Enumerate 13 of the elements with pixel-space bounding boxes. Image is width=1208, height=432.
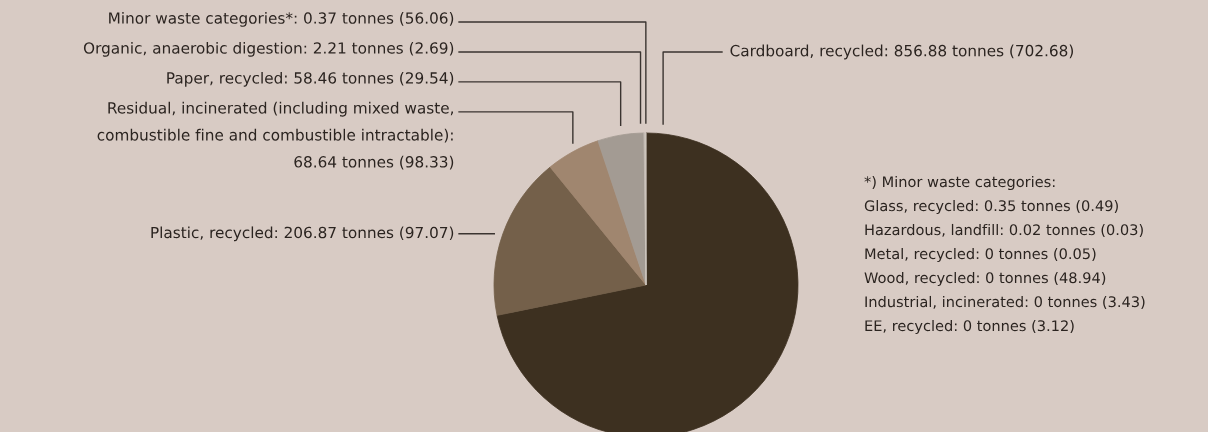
- slice-label: Organic, anaerobic digestion: 2.21 tonnes (2.69): [83, 41, 454, 57]
- slice-label: Cardboard, recycled: 856.88 tonnes (702.68): [730, 44, 1073, 60]
- text: Glass, recycled: 0.35 tonnes (0.49): [864, 199, 1118, 215]
- text: Wood, recycled: 0 tonnes (48.94): [864, 271, 1106, 287]
- text: Industrial, incinerated: 0 tonnes (3.43): [865, 295, 1145, 309]
- slice-label: Plastic, recycled: 206.87 tonnes (97.07): [151, 226, 454, 242]
- text: *) Minor waste categories:: [864, 175, 1055, 191]
- slice-label: Paper, recycled: 58.46 tonnes (29.54): [167, 71, 454, 87]
- slice-label: Residual, incinerated (including mixed waste, combustible fine and combustible intractable): 68.64 tonnes (98.33): [97, 101, 454, 170]
- slice-label: Minor waste categories*: 0.37 tonnes (56.06): [109, 12, 454, 27]
- text: Hazardous, landfill: 0.02 tonnes (0.03): [865, 223, 1143, 237]
- text: Metal, recycled: 0 tonnes (0.05): [865, 247, 1096, 263]
- text: EE, recycled: 0 tonnes (3.12): [865, 319, 1074, 335]
